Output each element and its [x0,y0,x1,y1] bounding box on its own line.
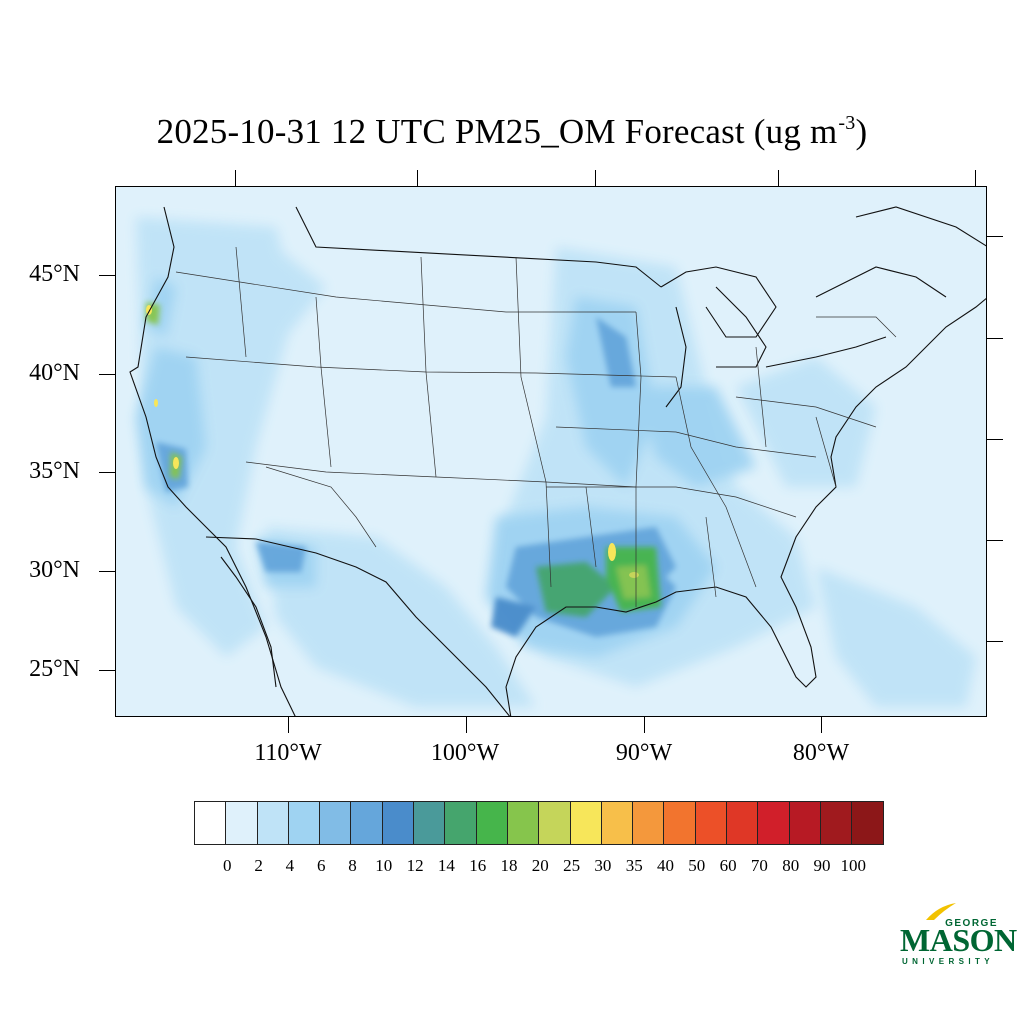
colorbar-tick-label: 16 [469,856,487,875]
colorbar-tick-label: 8 [348,856,357,875]
colorbar-swatch [538,801,571,845]
coastline [129,206,986,716]
title-close: ) [855,112,868,151]
colorbar-tick-label: 20 [531,856,549,875]
colorbar-tick-label: 18 [500,856,518,875]
colorbar-tick-label: 100 [840,856,867,875]
colorbar-swatch [819,801,853,845]
colorbar-tick-label: 25 [563,856,581,875]
forecast-map [115,186,987,717]
colorbar-labels: 0 2 4 6 8 10 12 14 16 18 20 25 30 35 40 50 60 70 80 90 100 [0,856,1024,878]
colorbar-swatch [726,801,759,845]
colorbar-swatch [194,801,227,845]
colorbar-tick-label: 60 [719,856,737,875]
bottom-tick [288,717,289,733]
concentration-14-20 [146,302,661,617]
colorbar-swatch [287,801,321,845]
gmu-logo: GEORGE MASON UNIVERSITY [898,902,1017,968]
lat-label-40: 40°N [29,360,80,386]
colorbar [194,801,884,845]
colorbar-swatch [413,801,446,845]
colorbar-swatch [506,801,540,845]
colorbar-swatch [851,801,884,845]
map-title: 2025-10-31 12 UTC PM25_OM Forecast (ug m… [0,112,1024,152]
colorbar-swatch [381,801,415,845]
right-tick [987,236,1003,237]
left-tick [99,275,115,276]
colorbar-swatch [694,801,728,845]
left-tick [99,571,115,572]
right-tick [987,540,1003,541]
lon-label-80w: 80°W [792,740,850,766]
colorbar-swatch [569,801,602,845]
title-text: 2025-10-31 12 UTC PM25_OM Forecast (ug m [156,112,838,151]
colorbar-tick-label: 10 [375,856,393,875]
lon-label-100w: 100°W [430,740,500,766]
top-tick [778,170,779,186]
lat-label-25: 25°N [29,656,80,682]
colorbar-tick-label: 50 [688,856,706,875]
top-tick [417,170,418,186]
lat-label-35: 35°N [29,458,80,484]
colorbar-tick-label: 90 [813,856,831,875]
map-canvas [116,187,986,716]
right-tick [987,641,1003,642]
top-tick [975,170,976,186]
colorbar-swatch [600,801,634,845]
lat-label-30: 30°N [29,557,80,583]
colorbar-swatch [632,801,665,845]
lon-label-90w: 90°W [615,740,673,766]
colorbar-swatch [225,801,258,845]
colorbar-tick-label: 30 [594,856,612,875]
left-tick [99,670,115,671]
colorbar-tick-label: 12 [406,856,424,875]
colorbar-swatch [663,801,696,845]
colorbar-swatch [256,801,289,845]
left-tick [99,374,115,375]
bottom-tick [466,717,467,733]
logo-swoosh-icon [926,903,956,920]
colorbar-tick-label: 14 [437,856,455,875]
right-tick [987,338,1003,339]
logo-mason: MASON [900,922,1017,958]
colorbar-swatch [350,801,383,845]
colorbar-swatch [444,801,477,845]
colorbar-tick-label: 80 [782,856,800,875]
left-tick [99,472,115,473]
concentration-25-30 [146,305,639,578]
logo-george: GEORGE [945,918,998,929]
logo-university: UNIVERSITY [902,957,995,966]
lon-label-110w: 110°W [254,740,322,766]
colorbar-tick-label: 35 [625,856,643,875]
colorbar-swatch [788,801,821,845]
top-tick [595,170,596,186]
colorbar-swatch [319,801,352,845]
colorbar-swatch [757,801,790,845]
colorbar-tick-label: 70 [750,856,768,875]
top-tick [235,170,236,186]
right-tick [987,439,1003,440]
colorbar-tick-label: 4 [285,856,295,875]
bottom-tick [821,717,822,733]
bottom-tick [644,717,645,733]
colorbar-tick-label: 0 [223,856,232,875]
colorbar-tick-label: 40 [657,856,674,875]
colorbar-tick-label: 6 [316,856,326,875]
colorbar-swatch [475,801,508,845]
state-borders [175,246,897,607]
title-superscript: -3 [838,112,856,134]
colorbar-tick-label: 2 [254,856,263,875]
lat-label-45: 45°N [29,261,80,287]
